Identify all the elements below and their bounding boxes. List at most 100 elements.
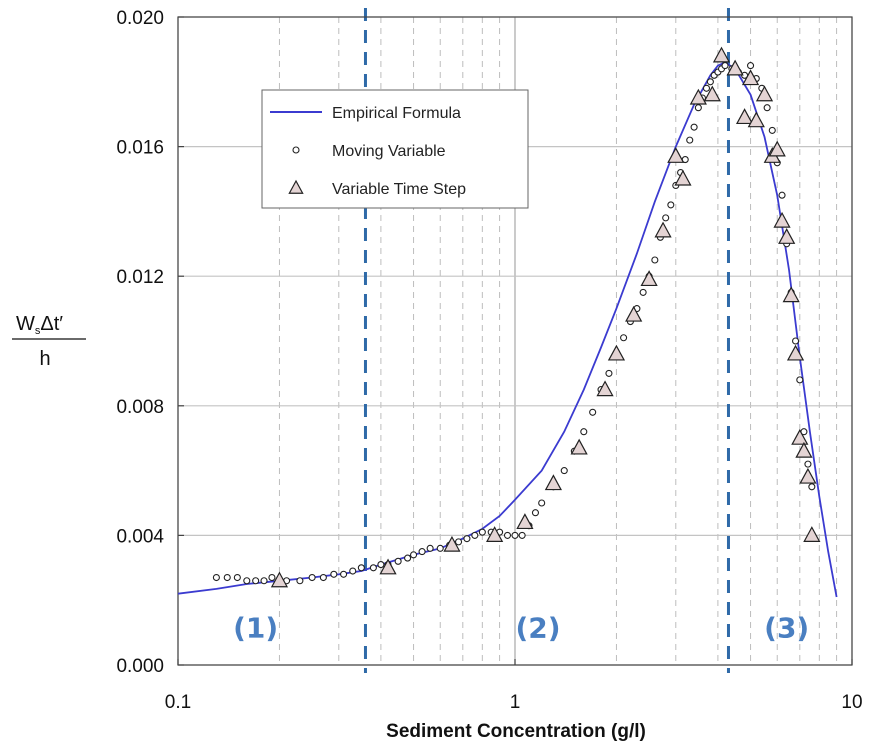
moving-variable-point [436, 544, 444, 552]
x-tick-label: 0.1 [165, 692, 191, 713]
moving-variable-point [796, 376, 804, 384]
x-tick-label: 10 [841, 692, 862, 713]
variable-time-step-point [747, 111, 765, 128]
moving-variable-point [511, 531, 519, 539]
variable-time-step-point [570, 438, 588, 455]
variable-time-step-point [270, 571, 289, 588]
moving-variable-point [651, 256, 659, 264]
x-tick-label: 1 [510, 692, 521, 713]
moving-variable-point [308, 573, 316, 582]
moving-variable-point [212, 573, 220, 582]
moving-variable-point [639, 288, 647, 296]
variable-time-step-point [640, 270, 658, 287]
moving-variable-point [662, 214, 670, 222]
x-axis-label: Sediment Concentration (g/l) [386, 721, 646, 742]
region-label: (2) [515, 611, 560, 644]
variable-time-step-point [726, 59, 744, 76]
variable-time-step-point [625, 305, 643, 322]
variable-time-step-point [712, 46, 731, 63]
variable-time-step-point [674, 169, 692, 186]
y-tick-label: 0.004 [116, 526, 164, 547]
moving-variable-point [620, 334, 628, 342]
moving-variable-point [706, 78, 714, 86]
y-axis-label: WsΔt′ h [12, 313, 86, 370]
variable-time-step-point [443, 535, 461, 552]
variable-time-step-point [596, 380, 614, 397]
moving-variable-point [426, 544, 434, 552]
variable-time-step-point [786, 344, 805, 361]
y-axis-label-numerator: WsΔt′ [16, 313, 63, 337]
moving-variable-point [804, 460, 812, 468]
y-tick-label: 0.008 [116, 397, 164, 418]
variable-time-step-point [773, 211, 791, 228]
moving-variable-point [418, 548, 426, 556]
variable-time-step-point [516, 513, 534, 530]
moving-variable-point [560, 467, 568, 475]
variable-time-step-point [379, 558, 397, 575]
moving-variable-point [503, 531, 512, 539]
series-empirical-formula-line [177, 61, 838, 598]
moving-variable-point [605, 369, 613, 377]
variable-time-step-point [803, 526, 821, 543]
variable-time-step-point [778, 228, 796, 244]
legend-box [261, 89, 529, 209]
moving-variable-point [478, 528, 486, 536]
variable-time-step-point [735, 108, 754, 125]
moving-variable-point [394, 557, 402, 565]
moving-variable-point [694, 104, 702, 112]
y-axis-label-denominator: h [39, 348, 50, 370]
moving-variable-point [233, 573, 241, 582]
moving-variable-point [518, 531, 526, 539]
y-tick-label: 0.012 [116, 267, 164, 288]
variable-time-step-point [768, 140, 786, 157]
moving-variable-point [471, 531, 479, 539]
moving-variable-point [763, 104, 771, 112]
moving-variable-point [463, 535, 471, 543]
y-tick-label: 0.000 [116, 656, 164, 677]
variable-time-step-point [755, 85, 774, 102]
axis-ticks: 0.000 0.004 0.008 0.012 0.016 0.020 0.1 1 10 [116, 8, 862, 713]
moving-variable-point [252, 577, 260, 585]
moving-variable-point [260, 577, 268, 585]
moving-variable-point [243, 577, 251, 585]
moving-variable-point [667, 201, 675, 209]
moving-variable-point [702, 84, 711, 92]
legend: Empirical Formula Moving Variable Variable… [261, 89, 529, 209]
moving-variable-point [531, 509, 540, 517]
moving-variable-point [778, 191, 786, 199]
series-layer [177, 46, 838, 598]
moving-variable-point [747, 62, 755, 70]
y-label-sub: s [35, 325, 41, 337]
moving-variable-point [538, 499, 546, 507]
legend-entry-label: Empirical Formula [332, 105, 461, 122]
moving-variable-point [349, 567, 357, 575]
legend-entry-label: Variable Time Step [332, 181, 466, 198]
moving-variable-point [580, 428, 588, 436]
moving-variable-point [330, 570, 338, 578]
y-tick-label: 0.016 [116, 138, 164, 159]
moving-variable-point [792, 337, 800, 345]
moving-variable-point [690, 123, 698, 131]
variable-time-step-point [654, 221, 672, 238]
y-label-w: W [16, 313, 35, 335]
moving-variable-point [357, 564, 365, 572]
moving-variable-point [768, 126, 776, 134]
legend-circle-swatch [292, 146, 300, 154]
moving-variable-point [410, 551, 418, 559]
variable-time-step-point [689, 88, 707, 105]
y-tick-label: 0.020 [116, 8, 164, 29]
moving-variable-point [686, 136, 694, 144]
variable-time-step-point [782, 286, 800, 303]
variable-time-step-point [544, 474, 563, 491]
variable-time-step-point [795, 441, 813, 458]
variable-time-step-point [607, 344, 626, 361]
variable-time-step-point [791, 428, 809, 445]
region-label: (3) [764, 611, 809, 644]
moving-variable-point [589, 408, 597, 416]
variable-time-step-point [486, 526, 504, 543]
moving-variable-point [268, 573, 276, 582]
moving-variable-point [296, 577, 304, 585]
variable-time-step-point [667, 147, 685, 163]
y-label-rest: Δt′ [40, 313, 63, 335]
legend-entry-label: Moving Variable [332, 143, 446, 160]
